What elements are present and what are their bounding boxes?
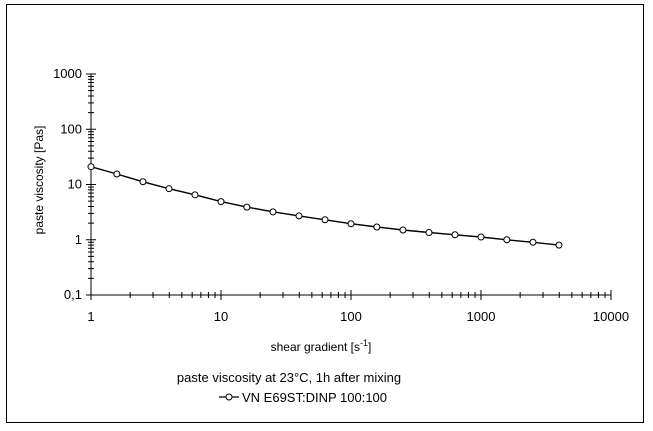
y-tick-label: 1 (75, 232, 82, 247)
data-point (243, 203, 251, 211)
x-axis-label-superscript: -1 (360, 338, 368, 348)
y-tick-label: 100 (60, 121, 82, 136)
data-point (425, 229, 433, 237)
y-tick-label: 0,1 (64, 287, 82, 302)
legend-title: paste viscosity at 23°C, 1h after mixing (177, 370, 401, 385)
data-point (139, 178, 147, 186)
series-layer (87, 163, 563, 249)
legend-marker-sample (225, 393, 233, 401)
y-tick-label: 1000 (53, 66, 82, 81)
data-point (217, 198, 225, 206)
tick-marks (86, 73, 612, 300)
y-axis-label: paste viscosity [Pas] (32, 126, 46, 235)
data-point (191, 191, 199, 199)
x-tick-label: 1 (87, 309, 94, 324)
axes (90, 74, 611, 296)
data-point (451, 231, 459, 239)
data-point (347, 220, 355, 228)
data-point (113, 170, 121, 178)
x-axis-label: shear gradient [s-1] (271, 338, 372, 354)
data-point (399, 226, 407, 234)
data-point (477, 233, 485, 241)
x-tick-label: 100 (340, 309, 362, 324)
tick-labels: 0,1 1 10 100 1000 1 10 100 1000 10000 (53, 66, 629, 324)
legend-series-name: VN E69ST:DINP 100:100 (242, 390, 387, 405)
data-point (165, 185, 173, 193)
data-point (269, 208, 277, 216)
data-point (87, 163, 95, 171)
data-point (373, 223, 381, 231)
x-tick-label: 10 (214, 309, 228, 324)
data-point (321, 216, 329, 224)
data-point (555, 241, 563, 249)
viscosity-chart: 0,1 1 10 100 1000 1 10 100 1000 10000 shear gradi… (32, 66, 629, 405)
data-point (529, 238, 537, 246)
x-tick-label: 1000 (467, 309, 496, 324)
legend-entry: VN E69ST:DINP 100:100 (219, 390, 387, 405)
y-tick-label: 10 (68, 177, 82, 192)
x-axis-label-end: ] (368, 340, 371, 354)
x-tick-label: 10000 (593, 309, 629, 324)
chart-frame: 0,1 1 10 100 1000 1 10 100 1000 10000 shear gradi… (6, 4, 644, 423)
series-line (90, 166, 560, 246)
data-point (503, 236, 511, 244)
data-point (295, 212, 303, 220)
